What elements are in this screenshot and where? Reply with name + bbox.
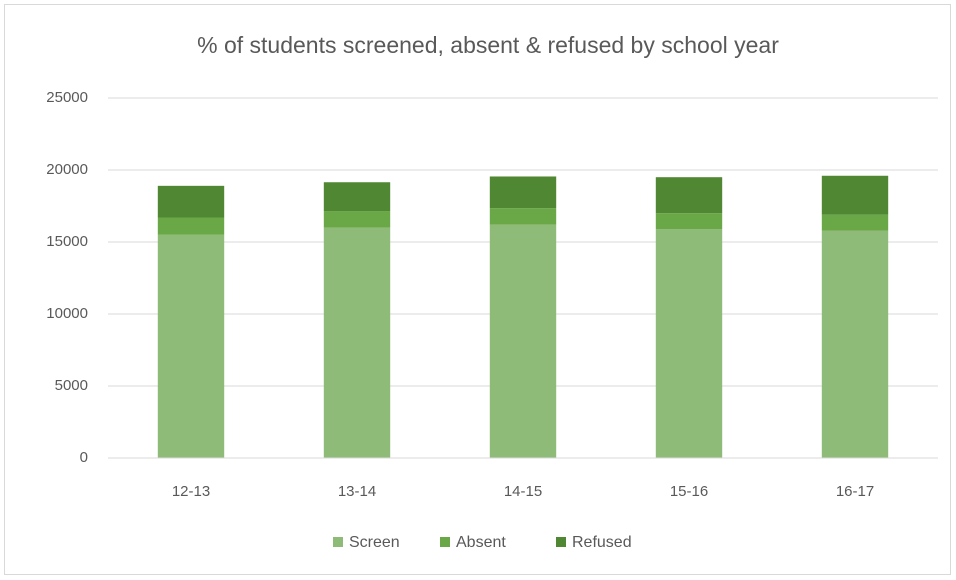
bar-segment [655, 213, 723, 230]
bar-segment [821, 230, 889, 458]
legend-swatch [333, 537, 343, 547]
legend-swatch [556, 537, 566, 547]
y-tick-label: 15000 [46, 233, 88, 250]
chart-title: % of students screened, absent & refused… [197, 32, 779, 58]
bar-segment [157, 234, 225, 458]
legend-label: Refused [572, 534, 632, 551]
legend-label: Screen [349, 534, 400, 551]
y-tick-label: 0 [80, 449, 88, 466]
y-tick-label: 20000 [46, 161, 88, 178]
bar-segment [157, 185, 225, 218]
bar-segment [323, 182, 391, 212]
x-tick-label: 15-16 [670, 483, 708, 500]
bar-segment [157, 217, 225, 235]
y-tick-label: 25000 [46, 89, 88, 106]
x-tick-label: 16-17 [836, 483, 874, 500]
bar-segment [489, 176, 557, 209]
bar-segment [821, 214, 889, 231]
chart-border [4, 4, 951, 575]
x-tick-label: 13-14 [338, 483, 376, 500]
legend-label: Absent [456, 534, 506, 551]
bar-segment [489, 224, 557, 458]
bar-segment [323, 211, 391, 228]
y-tick-label: 10000 [46, 305, 88, 322]
bar-segment [655, 177, 723, 214]
x-tick-label: 14-15 [504, 483, 542, 500]
bar-segment [489, 208, 557, 225]
y-tick-label: 5000 [55, 377, 88, 394]
bar-segment [323, 227, 391, 458]
bar-segment [655, 229, 723, 458]
x-tick-label: 12-13 [172, 483, 210, 500]
legend-swatch [440, 537, 450, 547]
bar-segment [821, 175, 889, 215]
